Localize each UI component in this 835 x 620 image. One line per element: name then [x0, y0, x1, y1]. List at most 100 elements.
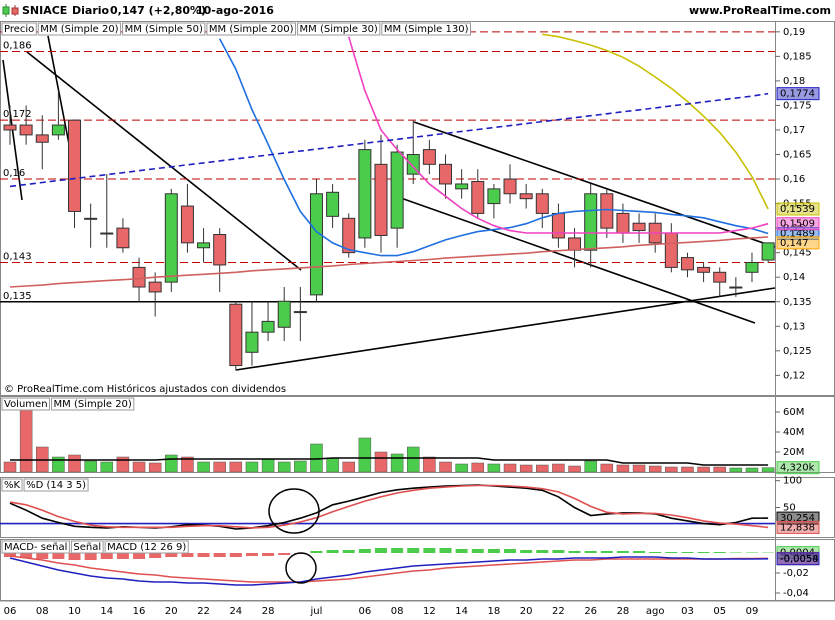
legend-box — [37, 22, 122, 36]
histogram-bar — [310, 551, 323, 553]
y-tick-label: 0,17 — [783, 125, 805, 136]
histogram-bar — [633, 551, 646, 553]
histogram-bar — [20, 553, 33, 558]
volume-bar — [455, 463, 468, 472]
candle-body — [116, 227, 130, 249]
panel: 0,186 0,172 0,16 0,143 0,135 — [0, 31, 775, 371]
histogram-bar — [536, 550, 549, 553]
last-value-box — [776, 236, 820, 250]
legend-box — [1, 397, 51, 411]
candle-body — [519, 193, 533, 200]
volume-bar — [439, 461, 452, 472]
volume-bar — [19, 408, 33, 472]
candle-body — [68, 119, 82, 212]
candle-body — [584, 193, 598, 251]
candle-body — [439, 163, 453, 185]
series-line — [347, 36, 769, 234]
legend-box — [381, 22, 471, 36]
level-label: 0,143 — [3, 251, 32, 262]
y-tick-label: 0,15 — [783, 223, 805, 234]
last-value-label: 12,838 — [780, 522, 815, 533]
candle-body — [487, 188, 501, 205]
y-tick-label: 0,135 — [783, 297, 812, 308]
volume-bar — [148, 462, 162, 472]
y-tick-label: 0,175 — [783, 100, 812, 111]
histogram-bar — [358, 549, 371, 553]
legend-box — [1, 22, 37, 36]
candle-body — [568, 237, 582, 251]
x-tick-label: jul — [310, 606, 323, 617]
histogram-bar — [697, 552, 710, 553]
legend-label: %K — [4, 480, 21, 491]
candle-body — [713, 271, 727, 283]
y-tick-label: 50 — [783, 503, 796, 514]
histogram-bar — [423, 548, 436, 553]
series-line — [9, 92, 769, 188]
y-axis: -0,04-0,020,0004-0,0054-0,0058 — [775, 546, 820, 599]
legend-label: Señal — [73, 542, 101, 553]
y-axis: 0,12 0,125 0,13 0,135 0,14 0,145 0,15 0,155 0,16… — [775, 27, 820, 381]
level-label: 0,172 — [3, 109, 32, 120]
volume-bar — [358, 437, 372, 472]
candle-body — [164, 193, 178, 283]
histogram-bar — [4, 553, 16, 557]
histogram-bar — [681, 552, 694, 553]
candle-body — [535, 193, 549, 214]
candle-body — [729, 286, 743, 289]
last-value-box — [776, 87, 820, 101]
legend-label: MM (Simple 20) — [40, 24, 118, 35]
x-tick-label: 16 — [133, 606, 146, 617]
x-tick-label: 20 — [520, 606, 533, 617]
histogram-bar — [600, 551, 613, 553]
histogram-bar — [729, 552, 742, 553]
histogram-bar — [342, 550, 355, 553]
volume-bar — [390, 453, 404, 472]
candle-body — [358, 149, 372, 239]
histogram-bar — [455, 549, 468, 553]
y-tick-label: -0,02 — [783, 568, 809, 579]
candle-body — [632, 222, 646, 232]
candle-body — [390, 151, 404, 229]
x-tick-label: 09 — [746, 606, 759, 617]
x-tick-label: 18 — [488, 606, 501, 617]
last-value-label: -0,0058 — [780, 554, 819, 565]
x-tick-label: 26 — [584, 606, 597, 617]
candle-body — [213, 234, 227, 266]
trendline — [413, 121, 775, 248]
candle-body — [374, 163, 388, 236]
volume-bar — [132, 461, 146, 472]
x-tick-label: 10 — [68, 606, 81, 617]
series-line — [9, 555, 769, 583]
legend-box — [297, 22, 381, 36]
series-line — [10, 457, 769, 466]
x-tick-label: 28 — [617, 606, 630, 617]
candle-body — [19, 124, 33, 136]
histogram-bar — [68, 553, 81, 560]
candle-body — [664, 232, 678, 268]
candle-body — [616, 212, 630, 234]
histogram-bar — [326, 550, 339, 553]
histogram-bar — [36, 553, 49, 559]
y-tick-label: 0,12 — [783, 370, 805, 381]
candle-body — [697, 266, 711, 273]
histogram-bar — [245, 553, 258, 556]
candle-body — [245, 331, 259, 353]
circle-annotation — [268, 488, 320, 534]
legend-label: Volumen — [4, 399, 48, 410]
candle-body — [471, 181, 485, 214]
histogram-bar — [84, 553, 97, 560]
y-tick-label: 100 — [783, 476, 802, 487]
volume-bar — [519, 464, 533, 472]
x-tick-label: 12 — [423, 606, 436, 617]
histogram-bar — [504, 549, 517, 553]
candle-body — [148, 281, 162, 293]
legend-label: MM (Simple 20) — [54, 399, 132, 410]
volume-bar — [374, 451, 388, 472]
histogram-bar — [407, 548, 420, 553]
volume-bar — [729, 467, 743, 472]
y-tick-label: 0,185 — [783, 51, 812, 62]
legend-label: %D (14 3 5) — [26, 480, 86, 491]
volume-bar — [761, 467, 775, 472]
histogram-bar — [149, 553, 162, 558]
histogram-bar — [568, 551, 581, 553]
